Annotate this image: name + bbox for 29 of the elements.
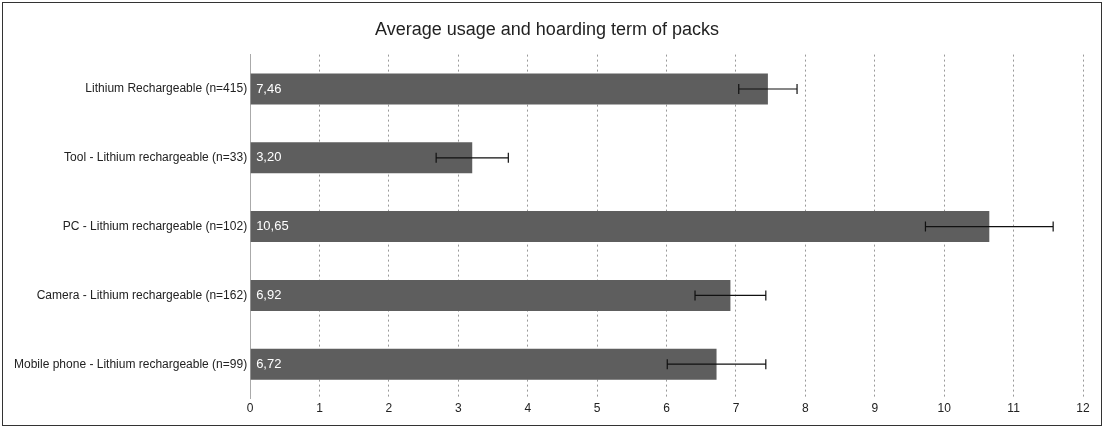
bar — [250, 73, 768, 105]
bar — [250, 279, 731, 311]
y-tick-label: Camera - Lithium rechargeable (n=162) — [36, 287, 248, 302]
x-tick-label: 7 — [732, 401, 740, 416]
y-tick-label: Tool - Lithium rechargeable (n=33) — [64, 150, 248, 165]
x-tick-label: 3 — [455, 401, 463, 416]
x-tick-label: 5 — [593, 401, 601, 416]
x-tick-label: 9 — [871, 401, 879, 416]
x-tick-label: 11 — [1007, 401, 1021, 416]
y-tick-label: Mobile phone - Lithium rechargeable (n=99) — [14, 356, 248, 371]
bar — [250, 348, 717, 380]
x-tick-label: 10 — [937, 401, 952, 416]
x-tick-label: 0 — [246, 401, 254, 416]
bar — [250, 142, 473, 174]
data-label: 10,65 — [256, 218, 289, 234]
x-tick-label: 8 — [802, 401, 810, 416]
x-tick-label: 4 — [524, 401, 532, 416]
x-tick-label: 2 — [385, 401, 393, 416]
x-tick-label: 12 — [1076, 401, 1090, 416]
y-tick-label: PC - Lithium rechargeable (n=102) — [62, 218, 248, 233]
y-tick-label: Lithium Rechargeable (n=415) — [85, 81, 248, 96]
data-label: 3,20 — [256, 149, 282, 165]
data-label: 6,92 — [256, 286, 282, 302]
data-label: 6,72 — [256, 355, 282, 371]
bar — [250, 211, 990, 243]
chart-title: Average usage and hoarding term of packs — [375, 18, 719, 39]
x-tick-label: 6 — [663, 401, 671, 416]
x-tick-label: 1 — [316, 401, 324, 416]
data-label: 7,46 — [256, 80, 282, 96]
